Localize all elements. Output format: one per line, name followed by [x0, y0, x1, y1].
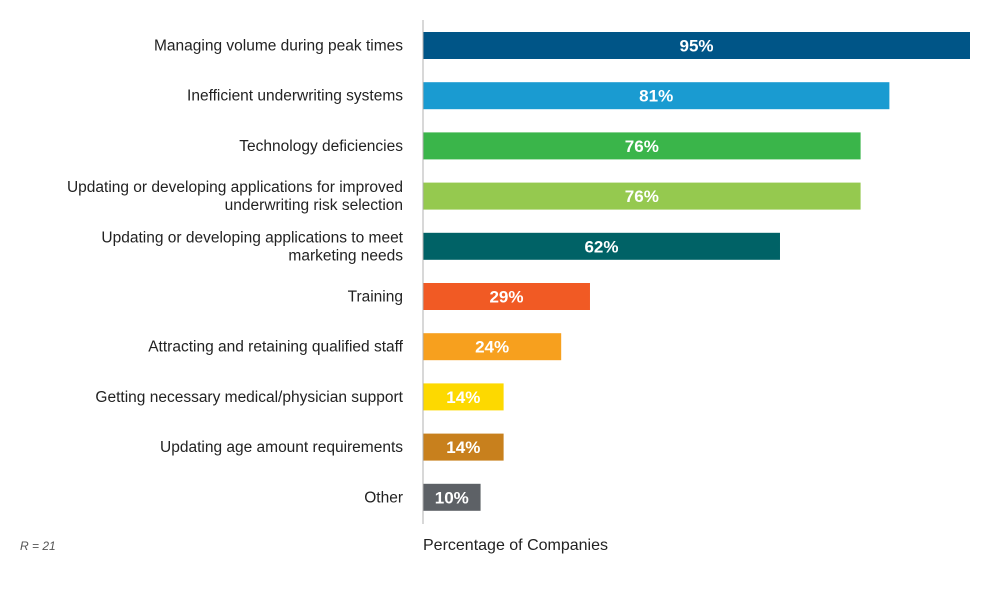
bar-value-label-1: 95% [679, 37, 713, 56]
category-labels-group: Managing volume during peak times Ineffic… [67, 38, 404, 507]
category-label-3-line-1: Technology deficiencies [239, 138, 403, 155]
category-label-1: Managing volume during peak times [154, 38, 403, 55]
category-label-6-line-1: Training [348, 289, 403, 306]
category-label-2-line-1: Inefficient underwriting systems [187, 88, 403, 105]
category-label-9: Updating age amount requirements [160, 439, 403, 456]
bar-value-label-3: 76% [625, 137, 659, 156]
bar-10 [423, 483, 481, 511]
category-label-5: Updating or developing applications to m… [101, 229, 403, 264]
bar-value-label-5: 62% [584, 237, 618, 256]
bar-9 [423, 433, 504, 461]
bar-value-label-6: 29% [489, 288, 523, 307]
bar-5 [423, 232, 780, 260]
bar-value-label-4: 76% [625, 187, 659, 206]
sample-size-note: R = 21 [20, 539, 56, 553]
category-label-4: Updating or developing applications for … [67, 179, 403, 214]
bar-value-label-7: 24% [475, 338, 509, 357]
category-label-4-line-2: underwriting risk selection [225, 197, 403, 214]
category-label-2: Inefficient underwriting systems [187, 88, 403, 105]
category-label-1-line-1: Managing volume during peak times [154, 38, 403, 55]
category-label-10: Other [364, 489, 403, 506]
category-label-6: Training [348, 289, 403, 306]
category-label-4-line-1: Updating or developing applications for … [67, 179, 403, 196]
category-label-7: Attracting and retaining qualified staff [148, 339, 403, 356]
bar-value-label-10: 10% [435, 488, 469, 507]
bar-4 [423, 182, 861, 210]
bar-7 [423, 333, 562, 361]
bars-group [423, 32, 970, 511]
category-label-9-line-1: Updating age amount requirements [160, 439, 403, 456]
category-label-3: Technology deficiencies [239, 138, 403, 155]
bar-value-label-9: 14% [446, 438, 480, 457]
bar-8 [423, 383, 504, 411]
category-label-10-line-1: Other [364, 489, 403, 506]
bar-value-label-2: 81% [639, 87, 673, 106]
category-label-5-line-2: marketing needs [288, 247, 403, 264]
bar-3 [423, 132, 861, 160]
category-label-5-line-1: Updating or developing applications to m… [101, 229, 403, 246]
bar-1 [423, 32, 970, 59]
bar-2 [423, 82, 890, 110]
category-label-8: Getting necessary medical/physician supp… [95, 389, 403, 406]
bar-6 [423, 283, 590, 310]
x-axis-title: Percentage of Companies [423, 537, 608, 554]
category-label-8-line-1: Getting necessary medical/physician supp… [95, 389, 403, 406]
category-label-7-line-1: Attracting and retaining qualified staff [148, 339, 403, 356]
bar-value-label-8: 14% [446, 388, 480, 407]
value-labels-group: 95% 81% 76% 76% 62% 29% 24% 14% 14% 10% [435, 37, 714, 508]
